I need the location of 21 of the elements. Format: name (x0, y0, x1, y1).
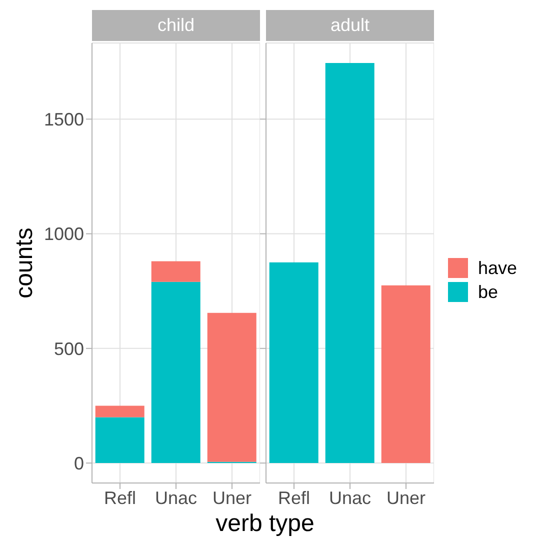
x-tick-label: Unac (328, 488, 372, 508)
x-tick-label: Refl (278, 488, 310, 508)
y-axis-title: counts (11, 226, 39, 300)
bar (95, 417, 144, 464)
bar (151, 261, 200, 282)
legend-label: be (478, 282, 498, 302)
x-tick-label: Unac (154, 488, 198, 508)
bar (151, 282, 200, 464)
chart-title: child (92, 10, 260, 41)
y-tick-label: 500 (54, 338, 84, 359)
x-tick-label: Refl (104, 488, 136, 508)
y-tick-label: 1000 (44, 224, 84, 244)
x-tick-label: Uner (212, 488, 252, 508)
y-tick-label: 0 (74, 453, 84, 474)
chart-title: adult (266, 10, 434, 41)
x-tick-label: Uner (386, 488, 426, 508)
legend-label: have (478, 258, 518, 278)
y-tick-label: 1500 (44, 110, 84, 130)
bar (95, 406, 144, 418)
bar (207, 312, 256, 462)
x-axis-title: verb type (214, 510, 316, 538)
